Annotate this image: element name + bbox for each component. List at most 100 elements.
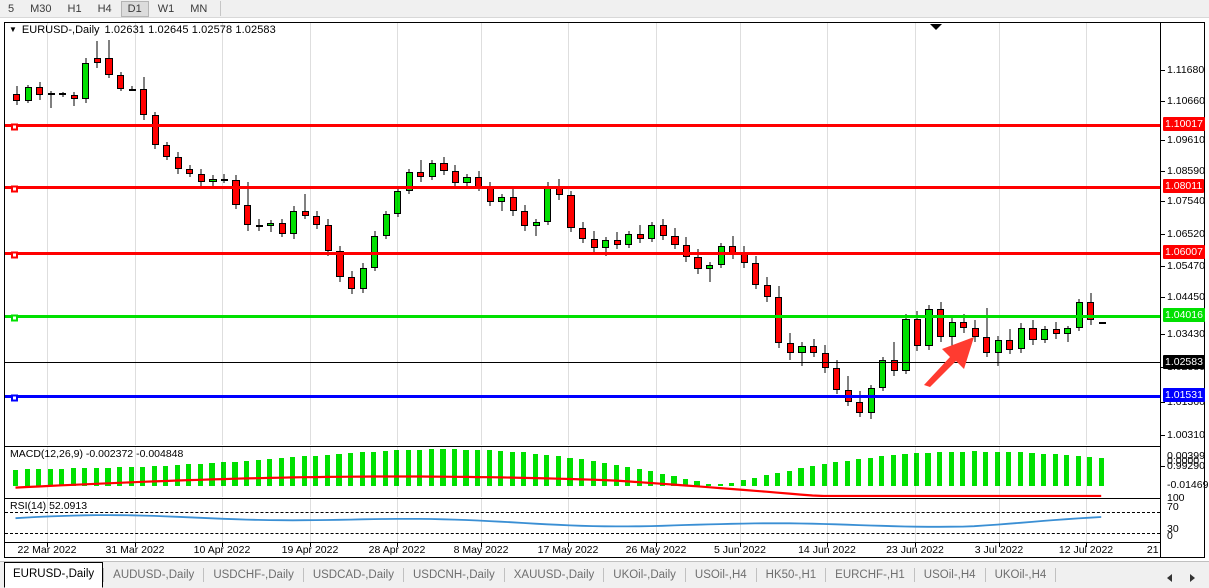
candle-body <box>336 250 344 278</box>
level-line-handle[interactable] <box>11 394 18 402</box>
chart-tab-usdcaddaily[interactable]: USDCAD-,Daily <box>312 569 394 581</box>
price-tick-label: 1.07540 <box>1167 195 1205 207</box>
chart-tab-eurchfh1[interactable]: EURCHF-,H1 <box>835 569 905 581</box>
timeframe-w1[interactable]: W1 <box>157 2 175 15</box>
macd-histogram-bar <box>59 468 65 486</box>
vertical-gridline <box>310 23 311 445</box>
chart-dropdown-caret[interactable]: ▼ <box>9 25 17 34</box>
macd-histogram-bar <box>867 457 873 486</box>
candlestick <box>451 23 460 445</box>
level-line-support[interactable] <box>5 314 1160 322</box>
macd-histogram-bar <box>833 462 839 486</box>
macd-histogram-bar <box>140 466 146 486</box>
timeframe-d1[interactable]: D1 <box>120 0 149 17</box>
price-marker-order-level[interactable]: 1.01531 <box>1163 388 1205 402</box>
candlestick <box>590 23 598 445</box>
date-axis-label: 17 May 2022 <box>537 544 599 556</box>
macd-histogram-bar <box>128 466 134 486</box>
macd-scale-label: 0.00399 <box>1167 450 1205 462</box>
candle-body <box>140 89 148 116</box>
candlestick <box>244 23 252 445</box>
chart-tab-ukoilh4[interactable]: UKOil-,H4 <box>994 569 1047 581</box>
candle-body <box>347 277 356 290</box>
macd-histogram-bar <box>405 449 411 486</box>
level-line-handle[interactable] <box>11 251 18 259</box>
level-line-order[interactable] <box>5 394 1160 402</box>
chart-tab-usdchfdaily[interactable]: USDCHF-,Daily <box>213 569 294 581</box>
price-marker-support[interactable]: 1.04016 <box>1163 308 1205 322</box>
vertical-gridline <box>999 23 1000 445</box>
macd-histogram-bar <box>47 468 53 486</box>
candlestick <box>359 23 367 445</box>
macd-histogram-bar <box>475 449 481 486</box>
candlestick <box>983 23 991 445</box>
price-marker-resistance[interactable]: 1.10017 <box>1163 117 1205 131</box>
chart-tab-eurusddaily[interactable]: EURUSD-,Daily <box>4 562 104 588</box>
candlestick <box>509 23 517 445</box>
price-marker-resistance[interactable]: 1.06007 <box>1163 245 1205 259</box>
tab-scroll-right-icon[interactable] <box>1190 574 1195 582</box>
level-line-resistance[interactable] <box>5 123 1160 131</box>
candle-body <box>1052 329 1060 335</box>
candle-body <box>405 172 413 191</box>
chart-window-caret-icon[interactable] <box>930 24 942 30</box>
candle-wick <box>801 341 803 367</box>
candlestick <box>70 23 78 445</box>
vertical-gridline <box>568 499 569 542</box>
timeframe-mn[interactable]: MN <box>190 2 208 15</box>
chart-tab-usoilh4[interactable]: USOil-,H4 <box>694 569 747 581</box>
macd-histogram-bar <box>324 454 331 486</box>
macd-histogram-bar <box>382 450 388 486</box>
rsi-pane[interactable]: RSI(14) 52.0913 <box>5 498 1160 542</box>
date-tick <box>481 543 482 547</box>
macd-pane[interactable]: MACD(12,26,9) -0.002372 -0.004848 <box>5 446 1160 497</box>
timeframe-m30[interactable]: M30 <box>30 2 52 15</box>
chart-container[interactable]: ▼ EURUSD-,Daily 1.02631 1.02645 1.02578 … <box>4 22 1209 558</box>
chart-tab-hk50h1[interactable]: HK50-,H1 <box>765 569 817 581</box>
chart-tab-ukoildaily[interactable]: UKOil-,Daily <box>613 569 676 581</box>
candlestick <box>890 23 898 445</box>
timeframe-5[interactable]: 5 <box>8 2 15 15</box>
candle-body <box>1064 327 1072 335</box>
level-line-handle[interactable] <box>11 123 18 131</box>
chart-tab-usdcnhdaily[interactable]: USDCNH-,Daily <box>412 569 495 581</box>
chart-tab-xauusddaily[interactable]: XAUUSD-,Daily <box>513 569 595 581</box>
level-line-resistance[interactable] <box>5 251 1160 259</box>
chart-tab-audusddaily[interactable]: AUDUSD-,Daily <box>113 569 195 581</box>
level-line-handle[interactable] <box>11 314 18 322</box>
level-line-handle[interactable] <box>11 185 18 193</box>
price-scale[interactable]: 1.11680 1.10660 1.09610 1.08590 1.07540 1.065… <box>1160 23 1209 557</box>
candlestick <box>694 23 702 445</box>
price-tick <box>1161 402 1165 403</box>
macd-histogram-bar <box>244 460 250 486</box>
candlestick <box>867 23 875 445</box>
price-tick <box>1161 70 1165 71</box>
price-tick <box>1161 101 1165 102</box>
macd-histogram-bar <box>1017 452 1024 486</box>
candle-body <box>798 346 806 353</box>
candle-body <box>278 223 286 234</box>
date-axis-label: 10 Apr 2022 <box>193 544 251 556</box>
candle-body <box>809 346 818 353</box>
candle-body <box>1006 340 1014 350</box>
macd-histogram-bar <box>163 465 169 486</box>
candlestick <box>313 23 321 445</box>
level-line-resistance[interactable] <box>5 185 1160 193</box>
vertical-gridline <box>397 447 398 497</box>
level-line-current[interactable] <box>5 362 1160 363</box>
price-marker-current-price[interactable]: 1.02583 <box>1163 355 1205 369</box>
date-axis-label: 31 Mar 2022 <box>105 544 165 556</box>
timeframe-h4[interactable]: H4 <box>97 2 112 15</box>
vertical-gridline <box>222 499 223 542</box>
vertical-gridline <box>568 447 569 497</box>
price-tick <box>1161 297 1165 298</box>
chart-tab-usoilh4[interactable]: USOil-,H4 <box>923 569 976 581</box>
price-pane[interactable] <box>5 23 1160 445</box>
price-marker-resistance[interactable]: 1.08011 <box>1163 179 1205 193</box>
candle-body <box>486 187 494 202</box>
timeframe-h1[interactable]: H1 <box>67 2 82 15</box>
rsi-label: RSI(14) 52.0913 <box>10 500 88 512</box>
candle-body <box>890 360 898 372</box>
tab-scroll-left-icon[interactable] <box>1167 574 1172 582</box>
candle-body <box>440 163 448 171</box>
